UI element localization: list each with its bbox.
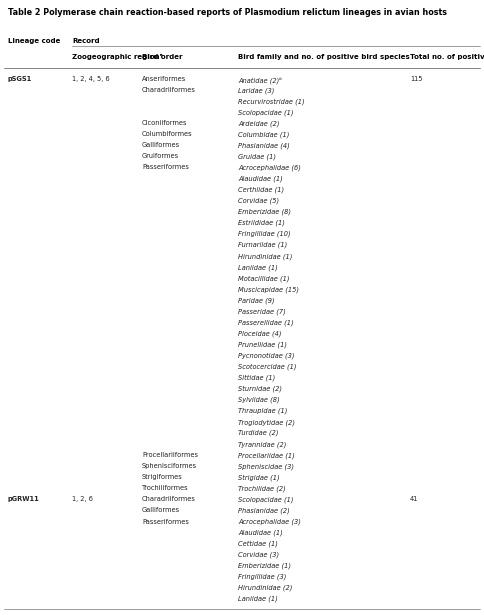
Text: Recurvirostridae (1): Recurvirostridae (1)	[238, 98, 304, 105]
Text: Zoogeographic regionᵃ: Zoogeographic regionᵃ	[72, 54, 163, 60]
Text: Scolopacidae (1): Scolopacidae (1)	[238, 109, 293, 116]
Text: Scolopacidae (1): Scolopacidae (1)	[238, 496, 293, 503]
Text: Columbiformes: Columbiformes	[142, 132, 192, 137]
Text: Strigidae (1): Strigidae (1)	[238, 474, 279, 481]
Text: Sphenisciformes: Sphenisciformes	[142, 463, 197, 469]
Text: Total no. of positive bird species: Total no. of positive bird species	[409, 54, 484, 60]
Text: Turdidae (2): Turdidae (2)	[238, 430, 278, 437]
Text: Ardeidae (2): Ardeidae (2)	[238, 121, 279, 127]
Text: Ploceidae (4): Ploceidae (4)	[238, 330, 281, 337]
Text: Gruiformes: Gruiformes	[142, 153, 179, 159]
Text: Pycnonotidae (3): Pycnonotidae (3)	[238, 352, 294, 359]
Text: Columbidae (1): Columbidae (1)	[238, 132, 289, 138]
Text: Estrildidae (1): Estrildidae (1)	[238, 220, 284, 226]
Text: Muscicapidae (15): Muscicapidae (15)	[238, 286, 298, 293]
Text: Certhiidae (1): Certhiidae (1)	[238, 186, 284, 193]
Text: Laniidae (1): Laniidae (1)	[238, 264, 277, 271]
Text: Acrocephalidae (6): Acrocephalidae (6)	[238, 164, 300, 171]
Text: Fringillidae (10): Fringillidae (10)	[238, 231, 290, 237]
Text: Trochiliformes: Trochiliformes	[142, 485, 188, 491]
Text: Table 2 Polymerase chain reaction-based reports of Plasmodium relictum lineages : Table 2 Polymerase chain reaction-based …	[8, 8, 446, 17]
Text: Procellariidae (1): Procellariidae (1)	[238, 452, 294, 459]
Text: Acrocephalidae (3): Acrocephalidae (3)	[238, 518, 300, 525]
Text: Charadriiformes: Charadriiformes	[142, 87, 196, 93]
Text: Tyrannidae (2): Tyrannidae (2)	[238, 441, 286, 448]
Text: Phasianidae (4): Phasianidae (4)	[238, 143, 289, 149]
Text: Passerellidae (1): Passerellidae (1)	[238, 319, 293, 326]
Text: Gruidae (1): Gruidae (1)	[238, 153, 275, 160]
Text: Hirundinidae (1): Hirundinidae (1)	[238, 253, 292, 260]
Text: Passeridae (7): Passeridae (7)	[238, 308, 285, 315]
Text: Procellariiformes: Procellariiformes	[142, 452, 197, 458]
Text: Sittidae (1): Sittidae (1)	[238, 375, 275, 381]
Text: Galliformes: Galliformes	[142, 143, 180, 148]
Text: Bird order: Bird order	[142, 54, 182, 60]
Text: 1, 2, 6: 1, 2, 6	[72, 496, 92, 502]
Text: Bird family and no. of positive bird species: Bird family and no. of positive bird spe…	[238, 54, 409, 60]
Text: Sylviidae (8): Sylviidae (8)	[238, 397, 279, 403]
Text: Prunellidae (1): Prunellidae (1)	[238, 341, 287, 348]
Text: Alaudidae (1): Alaudidae (1)	[238, 175, 282, 182]
Text: Cettidae (1): Cettidae (1)	[238, 541, 277, 547]
Text: Scotocercidae (1): Scotocercidae (1)	[238, 363, 296, 370]
Text: Corvidae (3): Corvidae (3)	[238, 552, 279, 558]
Text: Anseriformes: Anseriformes	[142, 76, 186, 82]
Text: Laniidae (1): Laniidae (1)	[238, 596, 277, 603]
Text: 41: 41	[409, 496, 418, 502]
Text: Troglodytidae (2): Troglodytidae (2)	[238, 419, 294, 426]
Text: Lineage code: Lineage code	[8, 38, 60, 44]
Text: Charadriiformes: Charadriiformes	[142, 496, 196, 502]
Text: Alaudidae (1): Alaudidae (1)	[238, 530, 282, 536]
Text: Strigiformes: Strigiformes	[142, 474, 182, 480]
Text: Spheniscidae (3): Spheniscidae (3)	[238, 463, 293, 470]
Text: Fringillidae (3): Fringillidae (3)	[238, 574, 286, 581]
Text: Anatidae (2)ᵇ: Anatidae (2)ᵇ	[238, 76, 282, 84]
Text: Thraupidae (1): Thraupidae (1)	[238, 408, 287, 415]
Text: Motacillidae (1): Motacillidae (1)	[238, 275, 289, 282]
Text: Passeriformes: Passeriformes	[142, 518, 188, 525]
Text: Emberizidae (8): Emberizidae (8)	[238, 208, 290, 215]
Text: 115: 115	[409, 76, 422, 82]
Text: Corvidae (5): Corvidae (5)	[238, 197, 279, 204]
Text: pGRW11: pGRW11	[8, 496, 40, 502]
Text: Record: Record	[72, 38, 99, 44]
Text: Furnariidae (1): Furnariidae (1)	[238, 242, 287, 248]
Text: Trochilidae (2): Trochilidae (2)	[238, 485, 285, 492]
Text: Laridae (3): Laridae (3)	[238, 87, 274, 93]
Text: Phasianidae (2): Phasianidae (2)	[238, 507, 289, 514]
Text: Sturnidae (2): Sturnidae (2)	[238, 386, 281, 392]
Text: Ciconiiformes: Ciconiiformes	[142, 121, 187, 126]
Text: Emberizidae (1): Emberizidae (1)	[238, 563, 290, 569]
Text: Passeriformes: Passeriformes	[142, 164, 188, 170]
Text: Galliformes: Galliformes	[142, 507, 180, 514]
Text: Hirundinidae (2): Hirundinidae (2)	[238, 585, 292, 592]
Text: pSGS1: pSGS1	[8, 76, 32, 82]
Text: Paridae (9): Paridae (9)	[238, 297, 274, 304]
Text: 1, 2, 4, 5, 6: 1, 2, 4, 5, 6	[72, 76, 109, 82]
